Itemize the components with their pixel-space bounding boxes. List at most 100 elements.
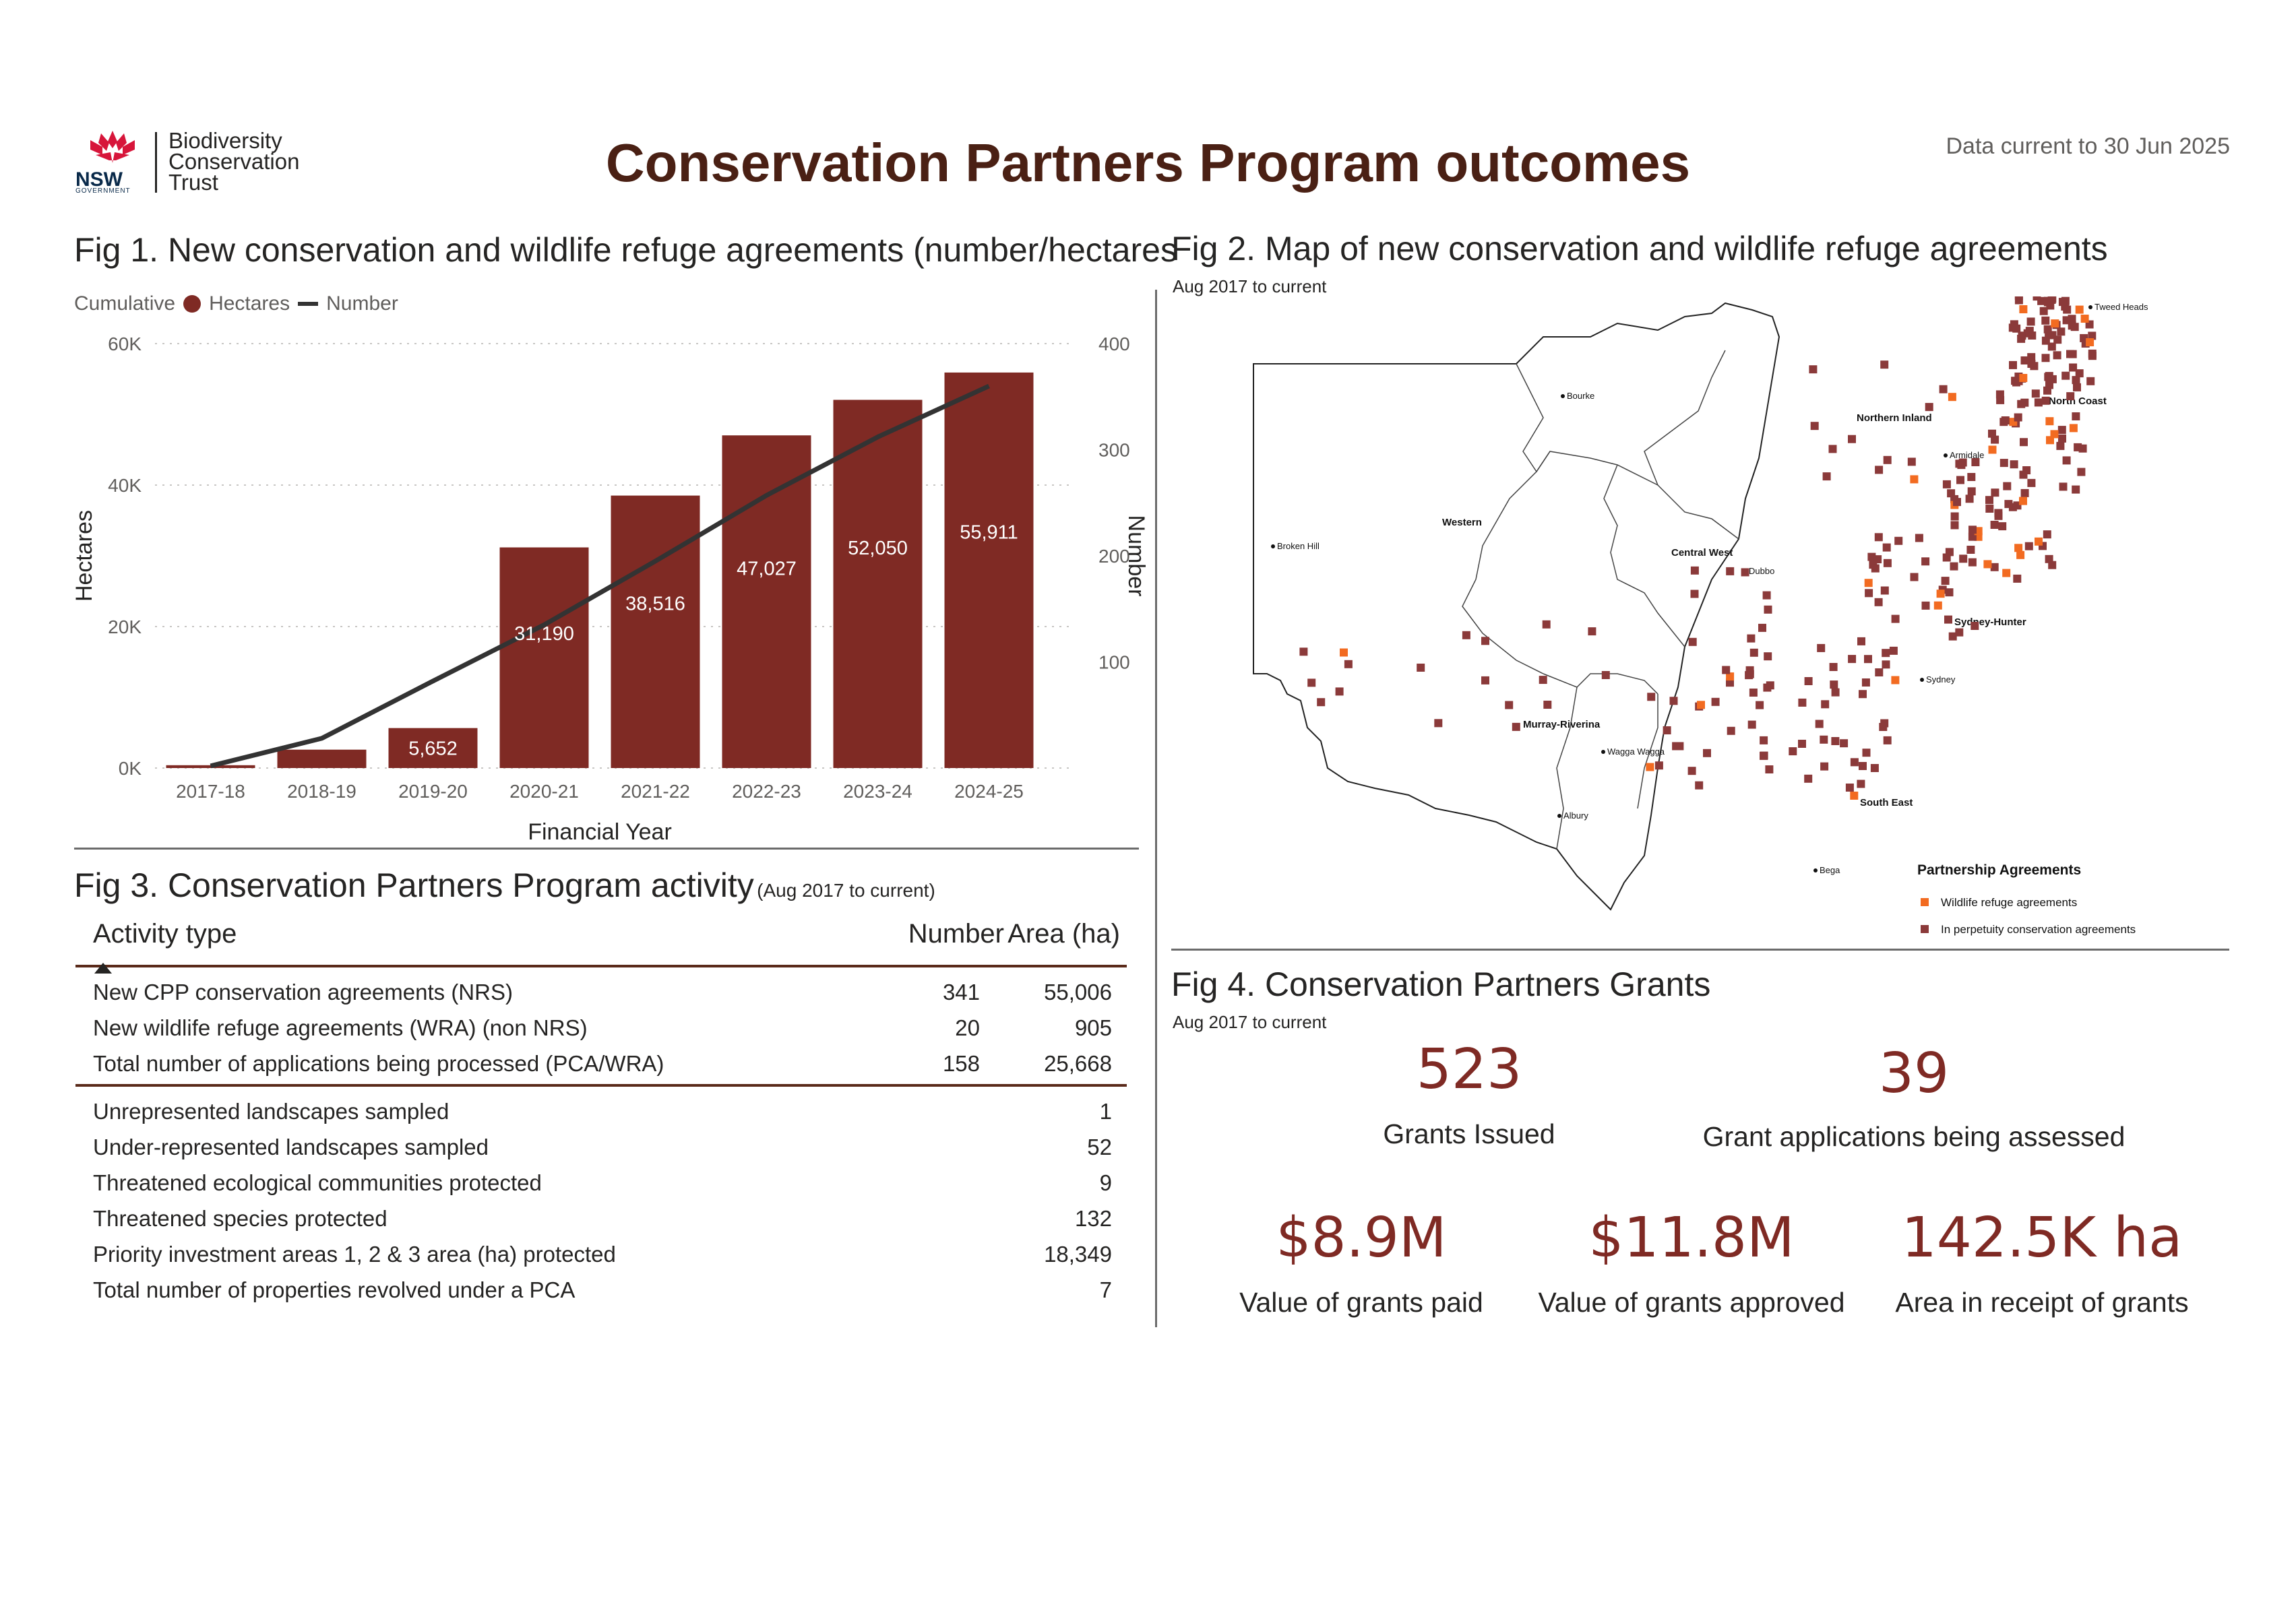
conservation-agreement-marker[interactable] — [2088, 331, 2097, 340]
wildlife-refuge-marker[interactable] — [2051, 319, 2059, 328]
conservation-agreement-marker[interactable] — [2056, 441, 2065, 450]
conservation-agreement-marker[interactable] — [2041, 316, 2050, 325]
wildlife-refuge-marker[interactable] — [2069, 424, 2078, 433]
wildlife-refuge-marker[interactable] — [2075, 305, 2084, 314]
conservation-agreement-marker[interactable] — [1870, 764, 1879, 772]
conservation-agreement-marker[interactable] — [1939, 385, 1948, 393]
conservation-agreement-marker[interactable] — [1857, 779, 1865, 788]
conservation-agreement-marker[interactable] — [1845, 784, 1854, 792]
conservation-agreement-marker[interactable] — [2063, 305, 2072, 314]
conservation-agreement-marker[interactable] — [1690, 590, 1699, 598]
conservation-agreement-marker[interactable] — [1672, 742, 1681, 751]
conservation-agreement-marker[interactable] — [1741, 568, 1749, 577]
conservation-agreement-marker[interactable] — [1690, 566, 1699, 575]
conservation-agreement-marker[interactable] — [2030, 362, 2039, 371]
conservation-agreement-marker[interactable] — [2011, 377, 2020, 385]
conservation-agreement-marker[interactable] — [1925, 403, 1933, 412]
conservation-agreement-marker[interactable] — [1745, 671, 1754, 680]
conservation-agreement-marker[interactable] — [1883, 455, 1892, 464]
conservation-agreement-marker[interactable] — [1871, 564, 1880, 573]
conservation-agreement-marker[interactable] — [1910, 573, 1919, 581]
wildlife-refuge-marker[interactable] — [2045, 417, 2054, 426]
conservation-agreement-marker[interactable] — [1601, 671, 1610, 679]
conservation-agreement-marker[interactable] — [2001, 416, 2010, 424]
conservation-agreement-marker[interactable] — [1749, 648, 1758, 657]
wildlife-refuge-marker[interactable] — [1697, 701, 1705, 709]
conservation-agreement-marker[interactable] — [1830, 680, 1838, 689]
conservation-agreement-marker[interactable] — [1994, 511, 2003, 520]
conservation-agreement-marker[interactable] — [2026, 317, 2035, 326]
conservation-agreement-marker[interactable] — [2057, 327, 2066, 336]
conservation-agreement-marker[interactable] — [1956, 476, 1964, 484]
conservation-agreement-marker[interactable] — [2041, 336, 2050, 345]
conservation-agreement-marker[interactable] — [2058, 298, 2067, 307]
conservation-agreement-marker[interactable] — [1804, 677, 1813, 685]
conservation-agreement-marker[interactable] — [1831, 688, 1840, 697]
conservation-agreement-marker[interactable] — [2017, 334, 2026, 343]
conservation-agreement-marker[interactable] — [2069, 363, 2078, 372]
conservation-agreement-marker[interactable] — [1883, 736, 1892, 744]
conservation-agreement-marker[interactable] — [2057, 426, 2066, 435]
conservation-agreement-marker[interactable] — [1663, 726, 1671, 734]
conservation-agreement-marker[interactable] — [1948, 632, 1957, 641]
conservation-agreement-marker[interactable] — [1647, 693, 1656, 701]
conservation-agreement-marker[interactable] — [1820, 762, 1829, 771]
conservation-agreement-marker[interactable] — [2034, 398, 2043, 407]
conservation-agreement-marker[interactable] — [2088, 352, 2097, 360]
conservation-agreement-marker[interactable] — [2072, 412, 2080, 420]
wildlife-refuge-marker[interactable] — [2080, 315, 2089, 323]
conservation-agreement-marker[interactable] — [1726, 678, 1734, 687]
wildlife-refuge-marker[interactable] — [2016, 550, 2025, 559]
conservation-agreement-marker[interactable] — [1687, 767, 1696, 775]
conservation-agreement-marker[interactable] — [2004, 500, 2013, 509]
conservation-agreement-marker[interactable] — [1955, 628, 1964, 637]
conservation-agreement-marker[interactable] — [1985, 505, 1994, 513]
conservation-agreement-marker[interactable] — [1726, 567, 1735, 575]
conservation-agreement-marker[interactable] — [1695, 781, 1704, 790]
conservation-agreement-marker[interactable] — [1481, 637, 1489, 645]
conservation-agreement-marker[interactable] — [2020, 488, 2029, 497]
conservation-agreement-marker[interactable] — [2041, 396, 2050, 405]
wildlife-refuge-marker[interactable] — [1933, 601, 1942, 610]
conservation-agreement-marker[interactable] — [2075, 369, 2084, 378]
conservation-agreement-marker[interactable] — [1921, 601, 1930, 610]
conservation-agreement-marker[interactable] — [1434, 719, 1443, 728]
conservation-agreement-marker[interactable] — [1764, 652, 1772, 661]
conservation-agreement-marker[interactable] — [2022, 466, 2031, 474]
conservation-agreement-marker[interactable] — [2072, 376, 2080, 385]
wildlife-refuge-marker[interactable] — [2035, 537, 2043, 546]
conservation-agreement-marker[interactable] — [1999, 459, 2008, 468]
wildlife-refuge-marker[interactable] — [2050, 430, 2059, 439]
conservation-agreement-marker[interactable] — [2003, 482, 2012, 490]
conservation-agreement-marker[interactable] — [2025, 327, 2034, 336]
column-header-number[interactable]: Number — [908, 919, 1004, 949]
wildlife-refuge-marker[interactable] — [1340, 648, 1348, 657]
conservation-agreement-marker[interactable] — [2073, 383, 2081, 391]
wildlife-refuge-marker[interactable] — [1988, 445, 1997, 454]
conservation-agreement-marker[interactable] — [1817, 643, 1826, 652]
sort-ascending-icon[interactable] — [94, 950, 112, 980]
conservation-agreement-marker[interactable] — [1857, 637, 1865, 645]
conservation-agreement-marker[interactable] — [1859, 690, 1867, 699]
conservation-agreement-marker[interactable] — [2043, 296, 2052, 305]
conservation-agreement-marker[interactable] — [1874, 533, 1883, 542]
conservation-agreement-marker[interactable] — [1317, 698, 1326, 707]
conservation-agreement-marker[interactable] — [1764, 605, 1772, 614]
conservation-agreement-marker[interactable] — [1941, 577, 1950, 585]
conservation-agreement-marker[interactable] — [1711, 697, 1720, 706]
conservation-agreement-marker[interactable] — [1756, 701, 1764, 709]
conservation-agreement-marker[interactable] — [2068, 315, 2076, 323]
conservation-agreement-marker[interactable] — [1798, 740, 1806, 748]
wildlife-refuge-marker[interactable] — [2019, 305, 2028, 313]
conservation-agreement-marker[interactable] — [1821, 700, 1830, 709]
conservation-agreement-marker[interactable] — [1749, 689, 1758, 697]
wildlife-refuge-marker[interactable] — [1646, 763, 1654, 771]
conservation-agreement-marker[interactable] — [1688, 637, 1697, 646]
conservation-agreement-marker[interactable] — [2020, 438, 2028, 447]
conservation-agreement-marker[interactable] — [1971, 622, 1979, 630]
conservation-agreement-marker[interactable] — [1850, 758, 1859, 767]
conservation-agreement-marker[interactable] — [1829, 663, 1838, 671]
conservation-agreement-marker[interactable] — [2058, 434, 2066, 443]
conservation-agreement-marker[interactable] — [1967, 487, 1976, 496]
conservation-agreement-marker[interactable] — [2024, 542, 2033, 550]
